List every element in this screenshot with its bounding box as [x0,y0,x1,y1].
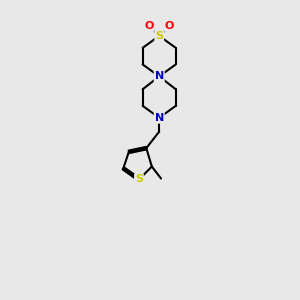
Text: N: N [154,113,164,123]
Text: N: N [154,71,164,81]
Text: S: S [135,174,143,184]
Text: O: O [144,21,154,31]
Text: S: S [155,31,163,41]
Text: O: O [165,21,174,31]
